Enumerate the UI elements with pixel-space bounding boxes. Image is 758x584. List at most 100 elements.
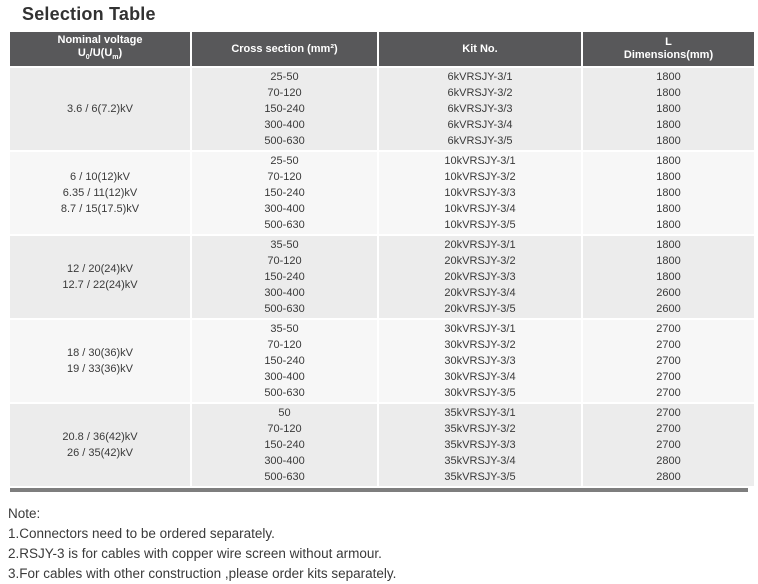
cross-section-value: 70-120 xyxy=(267,339,302,351)
voltage-value: 26 / 35(42)kV xyxy=(66,447,134,459)
header-kit-no: Kit No. xyxy=(379,32,581,66)
cross-section-value: 150-240 xyxy=(264,439,305,451)
voltage-value: 3.6 / 6(7.2)kV xyxy=(66,103,134,115)
dimension-cell: 2700 2700 2700 2700 2700 xyxy=(583,320,754,402)
dimension-value: 1800 xyxy=(656,255,681,267)
table-header-row: Nominal voltage U0/U(Um) Cross section (… xyxy=(10,32,754,66)
kit-no-cell: 6kVRSJY-3/1 6kVRSJY-3/2 6kVRSJY-3/3 6kVR… xyxy=(379,68,581,150)
cross-section-value: 500-630 xyxy=(264,387,305,399)
dimension-value: 2700 xyxy=(656,339,681,351)
kit-no-value: 35kVRSJY-3/4 xyxy=(444,455,516,467)
kit-no-value: 30kVRSJY-3/3 xyxy=(444,355,516,367)
kit-no-value: 6kVRSJY-3/1 xyxy=(447,71,513,83)
kit-no-value: 10kVRSJY-3/3 xyxy=(444,187,516,199)
cross-section-cell: 50 70-120 150-240 300-400 500-630 xyxy=(192,404,377,486)
cross-section-value: 500-630 xyxy=(264,219,305,231)
cross-section-value: 500-630 xyxy=(264,471,305,483)
voltage-cell: 18 / 30(36)kV 19 / 33(36)kV xyxy=(10,320,190,402)
voltage-value: 6.35 / 11(12)kV xyxy=(62,187,138,199)
kit-no-value: 35kVRSJY-3/2 xyxy=(444,423,516,435)
cross-section-value: 500-630 xyxy=(264,135,305,147)
dimension-value: 1800 xyxy=(656,87,681,99)
table-row-group-4: 18 / 30(36)kV 19 / 33(36)kV 35-50 70-120… xyxy=(10,320,754,402)
voltage-value: 18 / 30(36)kV xyxy=(66,347,134,359)
kit-no-cell: 20kVRSJY-3/1 20kVRSJY-3/2 20kVRSJY-3/3 2… xyxy=(379,236,581,318)
kit-no-value: 20kVRSJY-3/2 xyxy=(444,255,516,267)
voltage-cell: 12 / 20(24)kV 12.7 / 22(24)kV xyxy=(10,236,190,318)
cross-section-cell: 35-50 70-120 150-240 300-400 500-630 xyxy=(192,236,377,318)
dimension-value: 1800 xyxy=(656,71,681,83)
cross-section-value: 50 xyxy=(278,407,291,419)
cross-section-value: 70-120 xyxy=(267,87,302,99)
cross-section-value: 150-240 xyxy=(264,355,305,367)
dimension-value: 2800 xyxy=(656,455,681,467)
dimension-value: 2700 xyxy=(656,439,681,451)
dimension-value: 1800 xyxy=(656,203,681,215)
kit-no-value: 30kVRSJY-3/1 xyxy=(444,323,516,335)
kit-no-value: 6kVRSJY-3/2 xyxy=(447,87,513,99)
kit-no-value: 35kVRSJY-3/3 xyxy=(444,439,516,451)
dimension-cell: 1800 1800 1800 1800 1800 xyxy=(583,68,754,150)
cross-section-value: 500-630 xyxy=(264,303,305,315)
header-nominal-voltage-line2: U0/U(Um) xyxy=(77,46,123,62)
kit-no-value: 10kVRSJY-3/5 xyxy=(444,219,516,231)
cross-section-value: 70-120 xyxy=(267,255,302,267)
kit-no-value: 30kVRSJY-3/4 xyxy=(444,371,516,383)
dimension-value: 2700 xyxy=(656,407,681,419)
dimension-value: 2700 xyxy=(656,423,681,435)
dimension-value: 1800 xyxy=(656,239,681,251)
voltage-cell: 6 / 10(12)kV 6.35 / 11(12)kV 8.7 / 15(17… xyxy=(10,152,190,234)
cross-section-value: 150-240 xyxy=(264,271,305,283)
dimension-value: 2600 xyxy=(656,287,681,299)
dimension-cell: 1800 1800 1800 2600 2600 xyxy=(583,236,754,318)
kit-no-value: 30kVRSJY-3/2 xyxy=(444,339,516,351)
voltage-value: 20.8 / 36(42)kV xyxy=(62,431,138,443)
kit-no-value: 10kVRSJY-3/1 xyxy=(444,155,516,167)
kit-no-value: 6kVRSJY-3/5 xyxy=(447,135,513,147)
voltage-value: 19 / 33(36)kV xyxy=(66,363,134,375)
dimension-value: 1800 xyxy=(656,135,681,147)
cross-section-value: 150-240 xyxy=(264,103,305,115)
kit-no-value: 35kVRSJY-3/5 xyxy=(444,471,516,483)
voltage-cell: 3.6 / 6(7.2)kV xyxy=(10,68,190,150)
cross-section-value: 25-50 xyxy=(270,71,299,83)
dimension-value: 1800 xyxy=(656,155,681,167)
note-line: 1.Connectors need to be ordered separate… xyxy=(8,526,275,541)
page-title: Selection Table xyxy=(22,4,156,24)
kit-no-value: 35kVRSJY-3/1 xyxy=(444,407,516,419)
kit-no-value: 6kVRSJY-3/4 xyxy=(447,119,513,131)
cross-section-value: 300-400 xyxy=(264,371,305,383)
table-row-group-3: 12 / 20(24)kV 12.7 / 22(24)kV 35-50 70-1… xyxy=(10,236,754,318)
selection-table: Nominal voltage U0/U(Um) Cross section (… xyxy=(10,32,754,492)
note-line: 3.For cables with other construction ,pl… xyxy=(8,566,397,581)
kit-no-value: 20kVRSJY-3/4 xyxy=(444,287,516,299)
notes-title: Note: xyxy=(8,506,41,521)
cross-section-value: 150-240 xyxy=(264,187,305,199)
cross-section-value: 70-120 xyxy=(267,171,302,183)
kit-no-value: 20kVRSJY-3/1 xyxy=(444,239,516,251)
note-line: 2.RSJY-3 is for cables with copper wire … xyxy=(8,546,382,561)
voltage-value: 12 / 20(24)kV xyxy=(66,263,134,275)
kit-no-cell: 10kVRSJY-3/1 10kVRSJY-3/2 10kVRSJY-3/3 1… xyxy=(379,152,581,234)
voltage-value: 12.7 / 22(24)kV xyxy=(62,279,138,291)
header-nominal-voltage-line1: Nominal voltage xyxy=(57,33,143,46)
cross-section-value: 25-50 xyxy=(270,155,299,167)
kit-no-value: 20kVRSJY-3/3 xyxy=(444,271,516,283)
header-nominal-voltage: Nominal voltage U0/U(Um) xyxy=(10,32,190,66)
dimension-value: 2700 xyxy=(656,371,681,383)
cross-section-cell: 25-50 70-120 150-240 300-400 500-630 xyxy=(192,152,377,234)
dimension-value: 1800 xyxy=(656,119,681,131)
voltage-cell: 20.8 / 36(42)kV 26 / 35(42)kV xyxy=(10,404,190,486)
cross-section-value: 70-120 xyxy=(267,423,302,435)
kit-no-value: 30kVRSJY-3/5 xyxy=(444,387,516,399)
dimension-value: 1800 xyxy=(656,187,681,199)
dimension-cell: 2700 2700 2700 2800 2800 xyxy=(583,404,754,486)
cross-section-value: 300-400 xyxy=(264,287,305,299)
cross-section-value: 300-400 xyxy=(264,119,305,131)
cross-section-value: 300-400 xyxy=(264,455,305,467)
cross-section-value: 35-50 xyxy=(270,323,299,335)
dimension-cell: 1800 1800 1800 1800 1800 xyxy=(583,152,754,234)
cross-section-cell: 35-50 70-120 150-240 300-400 500-630 xyxy=(192,320,377,402)
table-row-group-5: 20.8 / 36(42)kV 26 / 35(42)kV 50 70-120 … xyxy=(10,404,754,486)
header-cross-section: Cross section (mm²) xyxy=(192,32,377,66)
